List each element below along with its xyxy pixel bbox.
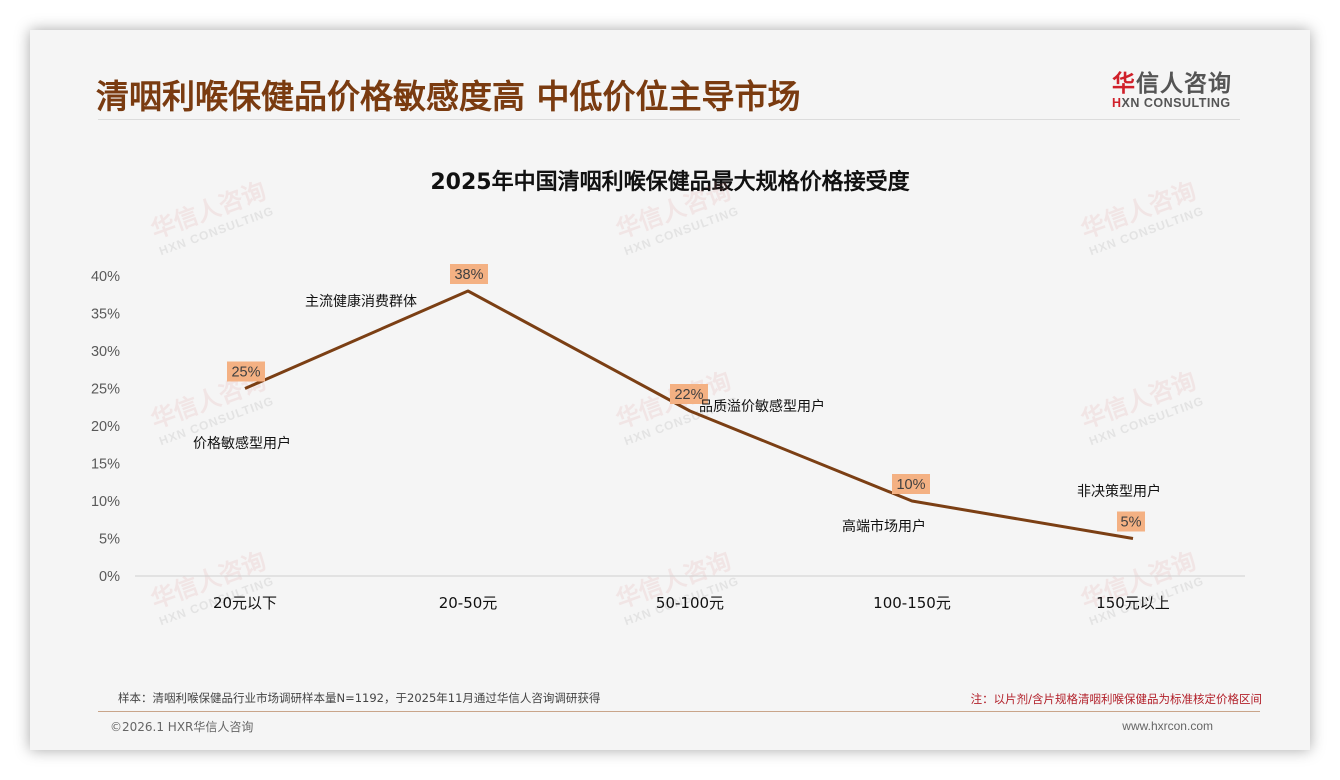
- y-tick-label: 5%: [99, 532, 120, 548]
- company-logo: 华信人咨询 HXN CONSULTING: [1112, 64, 1232, 110]
- x-tick-label: 50-100元: [656, 594, 724, 612]
- y-tick-label: 20%: [91, 419, 120, 435]
- logo-english: HXN CONSULTING: [1112, 96, 1231, 110]
- footer-divider: [98, 711, 1260, 712]
- y-tick-label: 10%: [91, 494, 120, 510]
- data-label: 25%: [231, 365, 260, 381]
- logo-chinese: 华信人咨询: [1112, 71, 1232, 97]
- y-axis: 0% 5% 10% 15% 20% 25% 30% 35% 40%: [91, 269, 120, 585]
- copyright: ©2026.1 HXR华信人咨询: [110, 720, 254, 734]
- data-label-bg: [892, 474, 930, 494]
- y-tick-label: 40%: [91, 269, 120, 285]
- x-tick-label: 20-50元: [439, 594, 498, 612]
- data-label: 22%: [674, 387, 703, 403]
- segment-annotation: 高端市场用户: [842, 518, 926, 535]
- x-tick-label: 150元以上: [1096, 594, 1170, 612]
- y-tick-label: 25%: [91, 382, 120, 398]
- y-tick-label: 15%: [91, 457, 120, 473]
- y-tick-label: 30%: [91, 344, 120, 360]
- data-label: 38%: [454, 267, 483, 283]
- website: www.hxrcon.com: [1122, 719, 1213, 733]
- data-label-bg: [227, 361, 265, 382]
- data-labels: 25% 38% 22% 10% 5%: [227, 264, 1145, 532]
- x-tick-label: 20元以下: [213, 594, 277, 612]
- sample-note: 样本：清咽利喉保健品行业市场调研样本量N=1192，于2025年11月通过华信人…: [118, 691, 601, 705]
- price-note: 注：以片剂/含片规格清咽利喉保健品为标准核定价格区间: [970, 692, 1262, 706]
- y-tick-label: 0%: [99, 569, 120, 585]
- segment-annotation: 品质溢价敏感型用户: [699, 398, 825, 415]
- chart-title: 2025年中国清咽利喉保健品最大规格价格接受度: [430, 170, 910, 195]
- segment-annotation: 主流健康消费群体: [305, 293, 417, 310]
- page-title: 清咽利喉保健品价格敏感度高 中低价位主导市场: [96, 77, 801, 116]
- data-label-bg: [670, 384, 708, 404]
- slide-card: 清咽利喉保健品价格敏感度高 中低价位主导市场 华信人咨询 HXN CONSULT…: [30, 30, 1310, 750]
- data-label-bg: [1117, 511, 1145, 532]
- data-label-bg: [450, 264, 488, 284]
- data-label: 5%: [1121, 515, 1142, 531]
- x-tick-label: 100-150元: [873, 594, 951, 612]
- data-label: 10%: [896, 477, 925, 493]
- y-tick-label: 35%: [91, 307, 120, 323]
- series-line: [244, 289, 1134, 540]
- segment-annotation: 非决策型用户: [1077, 483, 1161, 500]
- title-divider: [98, 119, 1240, 120]
- segment-annotation: 价格敏感型用户: [193, 435, 291, 452]
- x-axis: 20元以下 20-50元 50-100元 100-150元 150元以上: [213, 594, 1170, 612]
